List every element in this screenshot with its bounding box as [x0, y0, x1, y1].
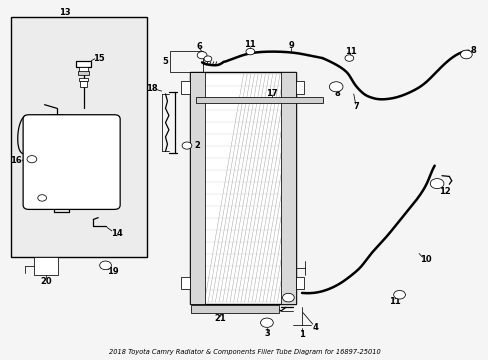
Text: 13: 13 — [59, 8, 71, 17]
Text: 8: 8 — [334, 89, 339, 98]
Text: 1: 1 — [299, 330, 305, 339]
Text: 11: 11 — [388, 297, 400, 306]
Circle shape — [393, 291, 405, 299]
Circle shape — [344, 55, 353, 61]
Circle shape — [282, 293, 294, 302]
Bar — [195, 97, 322, 103]
Bar — [295, 277, 304, 289]
Bar — [281, 72, 295, 304]
Text: 10: 10 — [419, 255, 431, 264]
Text: 5: 5 — [162, 57, 168, 66]
Text: 21: 21 — [214, 314, 225, 323]
Bar — [170, 51, 203, 72]
Bar — [76, 61, 91, 67]
Text: 11: 11 — [344, 47, 356, 56]
Text: 19: 19 — [107, 267, 119, 276]
Text: 17: 17 — [265, 89, 277, 98]
Bar — [79, 78, 88, 81]
Text: 11: 11 — [244, 40, 256, 49]
Circle shape — [197, 51, 206, 59]
Bar — [189, 72, 295, 304]
Text: 12: 12 — [439, 187, 450, 196]
Bar — [11, 17, 147, 257]
Bar — [181, 277, 189, 289]
Circle shape — [245, 48, 254, 55]
Text: 3: 3 — [264, 329, 269, 338]
Circle shape — [38, 195, 46, 201]
Bar — [189, 72, 204, 304]
Text: 9: 9 — [288, 41, 294, 50]
Circle shape — [260, 318, 273, 327]
Circle shape — [460, 50, 471, 59]
Circle shape — [329, 82, 342, 92]
Circle shape — [27, 156, 37, 163]
Circle shape — [100, 261, 111, 270]
Bar — [80, 81, 87, 87]
Bar — [181, 81, 189, 94]
Text: 18: 18 — [146, 84, 157, 93]
Text: 7: 7 — [353, 102, 359, 111]
Text: 14: 14 — [111, 229, 122, 238]
Bar — [34, 257, 58, 275]
Text: 20: 20 — [40, 276, 52, 285]
Text: 16: 16 — [10, 156, 22, 165]
Text: 6: 6 — [196, 42, 202, 51]
Bar — [79, 67, 88, 72]
Bar — [190, 305, 278, 314]
FancyBboxPatch shape — [23, 115, 120, 210]
Circle shape — [203, 56, 211, 62]
Bar — [78, 71, 89, 75]
Text: 15: 15 — [93, 54, 105, 63]
Text: 8: 8 — [470, 46, 476, 55]
Text: 2018 Toyota Camry Radiator & Components Filler Tube Diagram for 16897-25010: 2018 Toyota Camry Radiator & Components … — [108, 349, 380, 355]
Text: 2: 2 — [194, 141, 200, 150]
Circle shape — [182, 142, 191, 149]
Bar — [295, 81, 304, 94]
Text: 4: 4 — [312, 323, 318, 332]
Circle shape — [429, 179, 443, 189]
